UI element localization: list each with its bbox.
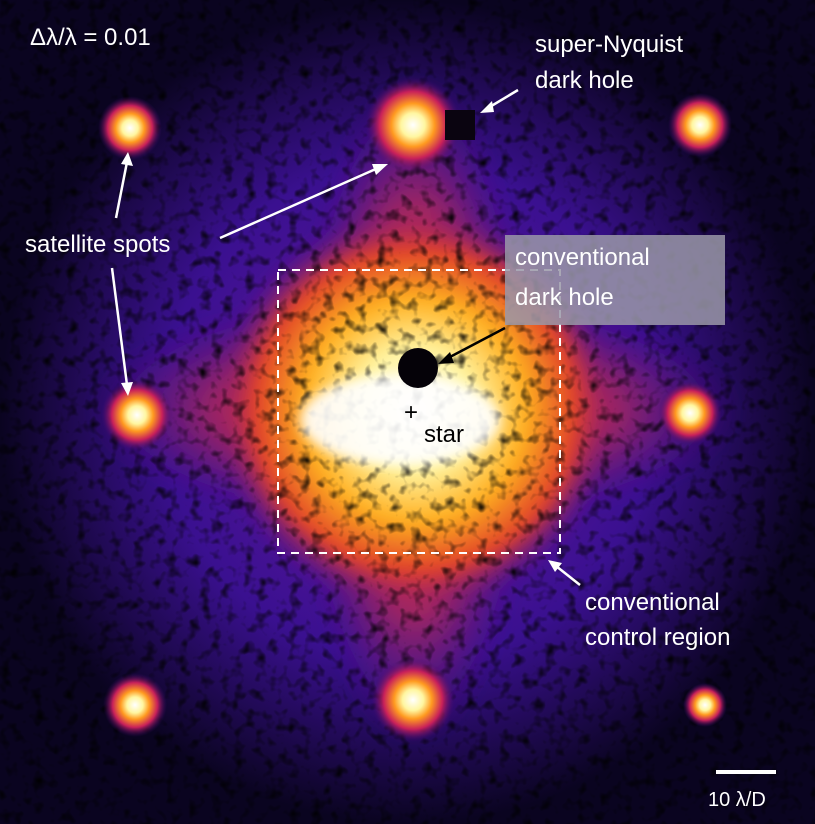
label: dark hole [515, 284, 614, 311]
star-label: star [424, 421, 464, 448]
dark-hole [398, 348, 438, 388]
label: satellite spots [25, 231, 170, 258]
label: control region [585, 624, 730, 651]
label: super-Nyquist [535, 31, 683, 58]
bandwidth-label: Δλ/λ = 0.01 [30, 24, 151, 51]
star-marker: + [404, 399, 418, 426]
label: conventional [585, 589, 720, 616]
star-core [300, 375, 500, 465]
super-nyquist-hole [445, 110, 475, 140]
image: Δλ/λ = 0.01 super-Nyquist dark hole sate… [0, 0, 815, 824]
label: dark hole [535, 67, 634, 94]
label: conventional [515, 244, 650, 271]
scale-label: 10 λ/D [708, 789, 766, 811]
